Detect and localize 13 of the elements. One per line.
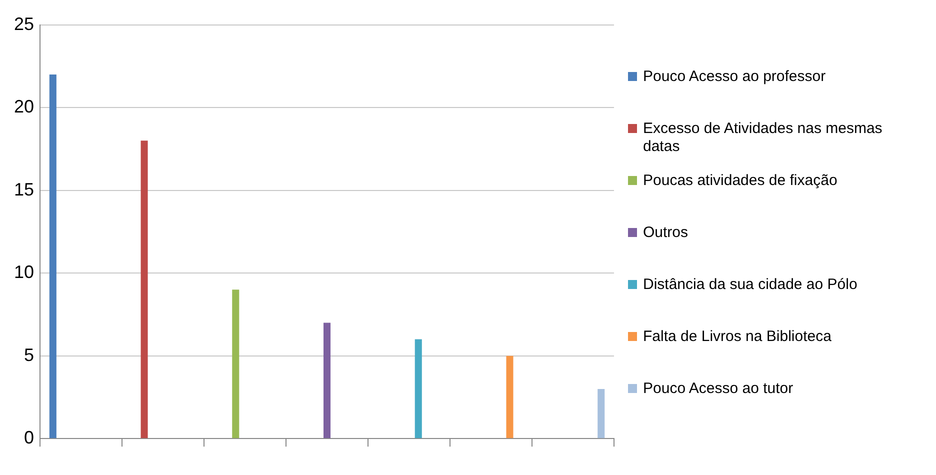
- y-tick-label: 10: [14, 262, 34, 282]
- legend-label: Pouco Acesso ao professor: [643, 68, 826, 86]
- legend-label: Excesso de Atividades nas mesmas datas: [643, 120, 884, 156]
- y-tick-label: 15: [14, 179, 34, 200]
- legend-label: Falta de Livros na Biblioteca: [643, 328, 832, 346]
- y-tick-label: 25: [14, 14, 34, 34]
- legend-label: Outros: [643, 224, 688, 242]
- legend-label: Poucas atividades de fixação: [643, 172, 838, 190]
- legend-label: Distância da sua cidade ao Pólo: [643, 276, 858, 294]
- y-tick-label: 0: [24, 428, 34, 448]
- y-tick-label: 20: [14, 96, 34, 117]
- legend-label: Pouco Acesso ao tutor: [643, 380, 794, 398]
- y-tick-label: 5: [24, 344, 34, 365]
